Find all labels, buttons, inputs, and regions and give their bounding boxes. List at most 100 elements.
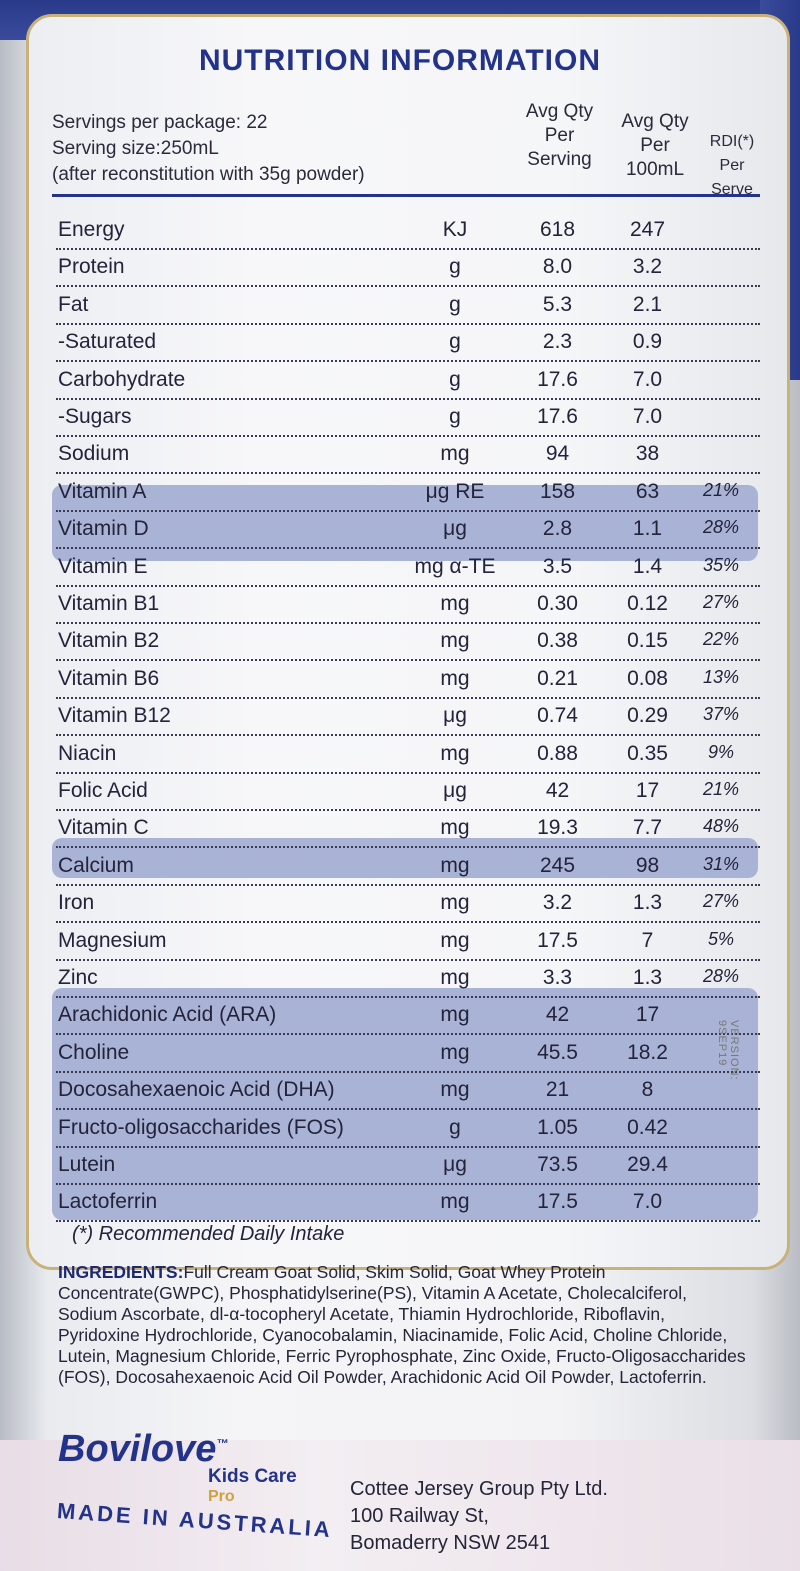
nutrient-name: Lutein (58, 1153, 116, 1176)
nutrient-unit: KJ (442, 218, 468, 241)
qty-per-serving: 1.05 (537, 1116, 578, 1139)
row-divider (56, 360, 760, 362)
nutrient-name: Choline (58, 1041, 130, 1064)
qty-per-serving: 73.5 (537, 1153, 578, 1176)
nutrient-name: Carbohydrate (58, 368, 186, 391)
brand-logo: Bovilove™ (58, 1428, 228, 1471)
row-divider (56, 472, 760, 474)
table-row: Calcium mg 245 98 31% (0, 854, 800, 892)
header-per-serving: Avg Qty Per Serving (512, 100, 607, 172)
header-line: Per (544, 125, 575, 146)
rdi-percent: 31% (702, 854, 740, 874)
nutrient-unit: mg (440, 854, 470, 877)
table-row: Vitamin A μg RE 158 63 21% (0, 480, 800, 518)
nutrient-unit: mg (440, 742, 470, 765)
nutrient-unit: mg α-TE (414, 555, 496, 578)
table-row: Docosahexaenoic Acid (DHA) mg 21 8 (0, 1078, 800, 1116)
table-row: Vitamin D μg 2.8 1.1 28% (0, 517, 800, 555)
qty-per-100ml: 0.42 (627, 1116, 668, 1139)
nutrient-name: Niacin (58, 742, 117, 765)
nutrient-name: Fructo-oligosaccharides (FOS) (58, 1116, 344, 1139)
table-row: Niacin mg 0.88 0.35 9% (0, 742, 800, 780)
nutrient-name: -Sugars (58, 405, 132, 428)
rdi-percent: 22% (702, 629, 740, 649)
nutrient-unit: g (449, 405, 461, 428)
qty-per-serving: 5.3 (542, 293, 573, 316)
rdi-percent: 21% (702, 779, 740, 799)
row-divider (56, 884, 760, 886)
nutrient-name: Iron (58, 891, 95, 914)
trademark-mark: ™ (216, 1436, 229, 1451)
highlight-band-additives (52, 988, 758, 1220)
ingredients-block: INGREDIENTS:Full Cream Goat Solid, Skim … (58, 1262, 748, 1388)
header-divider (52, 194, 760, 197)
header-per-100ml: Avg Qty Per 100mL (610, 110, 700, 182)
table-row: Sodium mg 94 38 (0, 442, 800, 480)
product-line: Kids Care (208, 1466, 297, 1487)
rdi-percent: 5% (707, 929, 734, 949)
table-row: Magnesium mg 17.5 7 5% (0, 929, 800, 967)
servings-per-package: Servings per package: 22 (52, 112, 268, 133)
qty-per-serving: 94 (545, 442, 570, 465)
qty-per-100ml: 63 (635, 480, 660, 503)
nutrient-name: Folic Acid (58, 779, 148, 802)
table-row: Carbohydrate g 17.6 7.0 (0, 368, 800, 406)
qty-per-serving: 618 (539, 218, 576, 241)
nutrient-unit: mg (440, 1078, 470, 1101)
table-row: Vitamin B6 mg 0.21 0.08 13% (0, 667, 800, 705)
nutrient-name: Magnesium (58, 929, 167, 952)
qty-per-serving: 2.8 (542, 517, 573, 540)
qty-per-100ml: 98 (635, 854, 660, 877)
nutrient-unit: mg (440, 629, 470, 652)
header-line: Avg Qty (525, 101, 594, 122)
ingredients-label: INGREDIENTS: (58, 1262, 184, 1282)
qty-per-serving: 19.3 (537, 816, 578, 839)
row-divider (56, 921, 760, 923)
row-divider (56, 248, 760, 250)
qty-per-serving: 2.3 (542, 330, 573, 353)
qty-per-serving: 17.5 (537, 929, 578, 952)
qty-per-100ml: 17 (635, 779, 660, 802)
rdi-percent: 9% (707, 742, 734, 762)
header-rdi: RDI(*) Per Serve (700, 130, 764, 202)
qty-per-100ml: 1.1 (632, 517, 663, 540)
row-divider (56, 809, 760, 811)
table-row: Vitamin B1 mg 0.30 0.12 27% (0, 592, 800, 630)
nutrient-unit: μg (443, 1153, 467, 1176)
table-row: Vitamin B12 μg 0.74 0.29 37% (0, 704, 800, 742)
rdi-percent: 27% (702, 891, 740, 911)
table-row: Lutein μg 73.5 29.4 (0, 1153, 800, 1191)
nutrient-unit: g (449, 255, 461, 278)
qty-per-serving: 0.21 (537, 667, 578, 690)
qty-per-100ml: 1.3 (632, 966, 663, 989)
row-divider (56, 1108, 760, 1110)
row-divider (56, 1033, 760, 1035)
rdi-percent: 27% (702, 592, 740, 612)
nutrient-unit: μg (443, 779, 467, 802)
row-divider (56, 585, 760, 587)
qty-per-100ml: 7.0 (632, 405, 663, 428)
row-divider (56, 510, 760, 512)
nutrient-name: Fat (58, 293, 89, 316)
nutrient-unit: μg RE (425, 480, 485, 503)
qty-per-100ml: 2.1 (632, 293, 663, 316)
nutrient-unit: g (449, 330, 461, 353)
qty-per-100ml: 0.29 (627, 704, 668, 727)
qty-per-serving: 45.5 (537, 1041, 578, 1064)
qty-per-100ml: 0.9 (632, 330, 663, 353)
header-line: Avg Qty (621, 111, 689, 132)
qty-per-serving: 158 (539, 480, 576, 503)
table-row: Iron mg 3.2 1.3 27% (0, 891, 800, 929)
nutrient-unit: mg (440, 592, 470, 615)
table-row: Vitamin E mg α-TE 3.5 1.4 35% (0, 555, 800, 593)
rdi-percent: 28% (702, 517, 740, 537)
nutrient-unit: mg (440, 966, 470, 989)
table-row: Fat g 5.3 2.1 (0, 293, 800, 331)
qty-per-serving: 42 (545, 779, 570, 802)
rdi-percent: 35% (702, 555, 740, 575)
qty-per-serving: 8.0 (542, 255, 573, 278)
nutrition-title: NUTRITION INFORMATION (198, 44, 602, 77)
nutrient-unit: g (449, 1116, 461, 1139)
qty-per-serving: 17.5 (537, 1190, 578, 1213)
qty-per-100ml: 7.7 (632, 816, 663, 839)
